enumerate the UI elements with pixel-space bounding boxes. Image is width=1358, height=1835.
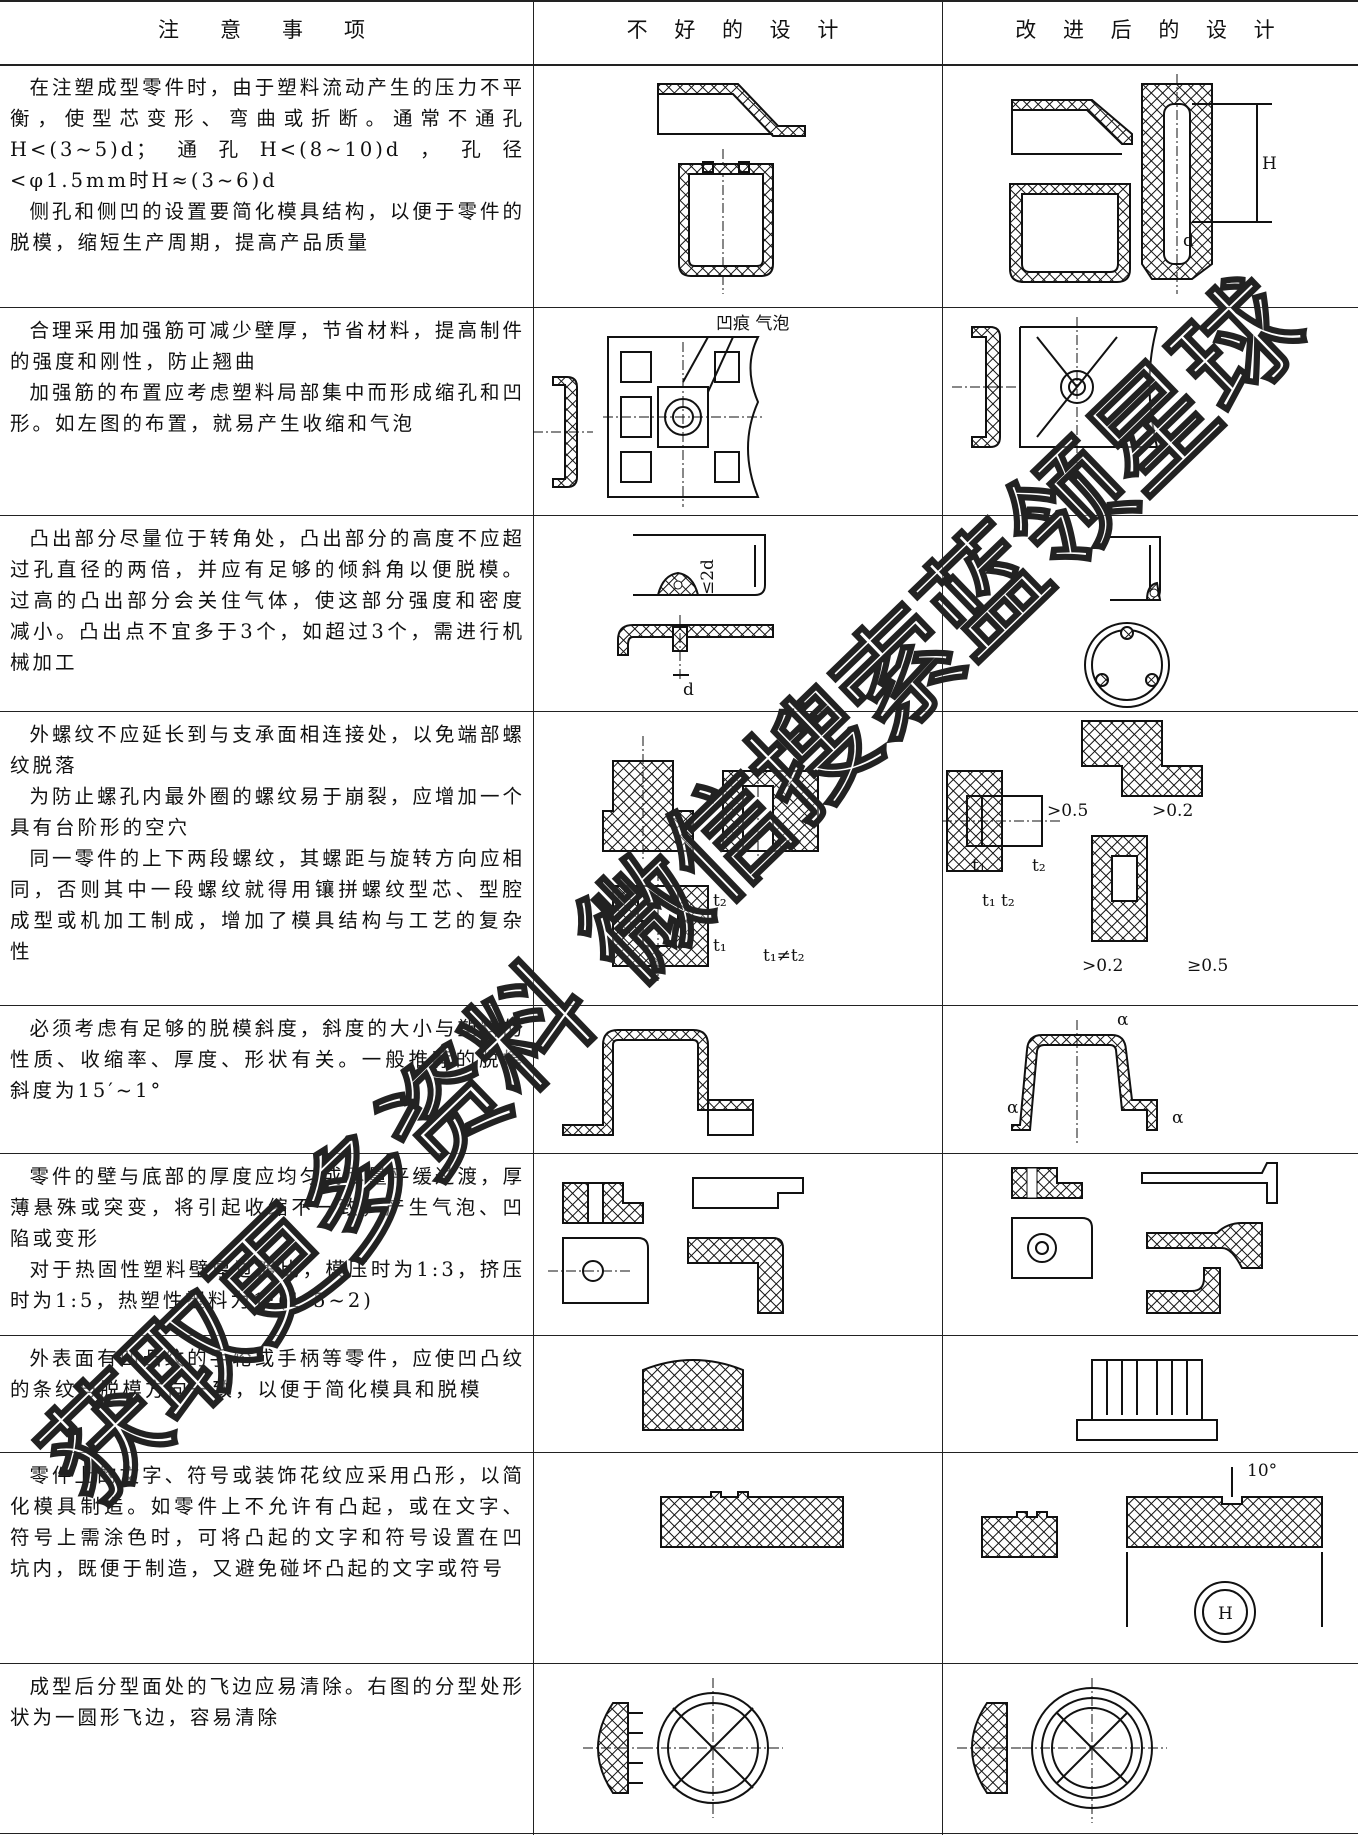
angle-label: α — [1172, 1108, 1184, 1128]
callout-label: 凹痕 气泡 — [716, 314, 789, 334]
symbol-label: H — [1218, 1604, 1233, 1624]
paragraph: 对于热固性塑料壁厚过渡比，模压时为1:3，挤压时为1:5，热塑性塑料为1:(1.… — [10, 1258, 525, 1312]
paragraph: 加强筋的布置应考虑塑料局部集中而形成缩孔和凹形。如左图的布置，就易产生收缩和气泡 — [10, 381, 525, 435]
row-rule — [0, 1005, 1358, 1006]
diagram: t₂ t₁ t₁≠t₂ — [602, 736, 819, 981]
row-rule — [0, 711, 1358, 712]
paragraph: 外螺纹不应延长到与支承面相连接处，以免端部螺纹脱落 — [10, 723, 525, 777]
row-rule — [0, 64, 1358, 66]
row-rule — [0, 307, 1358, 308]
diagram — [1076, 1359, 1218, 1441]
row-rule — [0, 1335, 1358, 1336]
row-rule — [0, 1153, 1358, 1154]
row-rule — [0, 1833, 1358, 1834]
notes-cell: 在注塑成型零件时，由于塑料流动产生的压力不平衡，使型芯变形、弯曲或折断。通常不通… — [0, 64, 533, 307]
paragraph: 凸出部分尽量位于转角处，凸出部分的高度不应超过孔直径的两倍，并应有足够的倾斜角以… — [10, 527, 525, 674]
angle-label: 10° — [1247, 1461, 1277, 1481]
diagram — [957, 1678, 1167, 1823]
diagram — [548, 1177, 804, 1314]
notes-cell: 合理采用加强筋可减少壁厚，节省材料，提高制件的强度和刚性，防止翘曲 加强筋的布置应… — [0, 307, 533, 515]
diagram: α α α — [1007, 1010, 1184, 1145]
dimension-label: t₁≠t₂ — [763, 946, 805, 966]
paragraph: 必须考虑有足够的脱模斜度，斜度的大小与塑料的性质、收缩率、厚度、形状有关。一般推… — [10, 1017, 525, 1102]
dimension-label: t₁ — [972, 856, 986, 876]
paragraph: 在注塑成型零件时，由于塑料流动产生的压力不平衡，使型芯变形、弯曲或折断。通常不通… — [10, 76, 525, 192]
paragraph: 为防止螺孔内最外圈的螺纹易于崩裂，应增加一个具有台阶形的空穴 — [10, 785, 525, 839]
paragraph: 成型后分型面处的飞边应易清除。右图的分型处形状为一圆形飞边，容易清除 — [10, 1675, 525, 1729]
dimension-label: H — [1262, 154, 1277, 174]
notes-cell: 零件的壁与底部的厚度应均匀或尽量平缓过渡，厚薄悬殊或突变，将引起收缩不一致，产生… — [0, 1153, 533, 1335]
paragraph: 零件的壁与底部的厚度应均匀或尽量平缓过渡，厚薄悬殊或突变，将引起收缩不一致，产生… — [10, 1165, 525, 1250]
dimension-label: >0.2 — [1152, 801, 1193, 821]
notes-cell: 成型后分型面处的飞边应易清除。右图的分型处形状为一圆形飞边，容易清除 — [0, 1663, 533, 1835]
diagram — [642, 1359, 744, 1431]
column-rule — [942, 0, 943, 1835]
dimension-label: t₁ — [713, 936, 727, 956]
header-cell: 不 好 的 设 计 — [626, 18, 849, 42]
dimension-label: d — [683, 680, 694, 700]
header-cell: 改 进 后 的 设 计 — [1015, 18, 1285, 42]
notes-cell: 零件上的文字、符号或装饰花纹应采用凸形，以简化模具制造。如零件上不允许有凸起，或… — [0, 1452, 533, 1663]
paragraph: 合理采用加强筋可减少壁厚，节省材料，提高制件的强度和刚性，防止翘曲 — [10, 319, 525, 373]
dimension-label: d — [1183, 231, 1194, 251]
dimension-label: t₁ t₂ — [982, 891, 1015, 911]
notes-cell: 必须考虑有足够的脱模斜度，斜度的大小与塑料的性质、收缩率、厚度、形状有关。一般推… — [0, 1005, 533, 1153]
diagram: >0.5 >0.2 t₁ t₂ t₁ t₂ >0.2 ≥0.5 — [942, 720, 1228, 976]
diagram — [1011, 1162, 1278, 1314]
dimension-label: ≤2d — [698, 559, 718, 595]
row-rule — [0, 515, 1358, 516]
diagram: 10° H — [981, 1461, 1323, 1643]
diagram — [660, 1491, 844, 1548]
diagram — [952, 317, 1158, 467]
angle-label: α — [1117, 1010, 1129, 1030]
notes-cell: 凸出部分尽量位于转角处，凸出部分的高度不应超过孔直径的两倍，并应有足够的倾斜角以… — [0, 515, 533, 711]
diagram: H d — [1009, 74, 1277, 294]
row-rule — [0, 1663, 1358, 1664]
notes-cell: 外表面有凹凸纹的手轮或手柄等零件，应使凹凸纹的条纹与脱模方向一致，以便于简化模具… — [0, 1335, 533, 1452]
diagram — [583, 1678, 783, 1818]
paragraph: 零件上的文字、符号或装饰花纹应采用凸形，以简化模具制造。如零件上不允许有凸起，或… — [10, 1464, 525, 1580]
row-rule — [0, 0, 1358, 2]
notes-cell: 外螺纹不应延长到与支承面相连接处，以免端部螺纹脱落 为防止螺孔内最外圈的螺纹易于崩… — [0, 711, 533, 1005]
diagram — [657, 83, 806, 294]
paragraph: 外表面有凹凸纹的手轮或手柄等零件，应使凹凸纹的条纹与脱模方向一致，以便于简化模具… — [10, 1347, 525, 1401]
dimension-label: t₂ — [713, 891, 727, 911]
dimension-label: t₂ — [1032, 856, 1046, 876]
diagram — [562, 1029, 754, 1136]
paragraph: 同一零件的上下两段螺纹，其螺距与旋转方向应相同，否则其中一段螺纹就得用镶拼螺纹型… — [10, 847, 525, 963]
row-rule — [0, 1452, 1358, 1453]
paragraph: 侧孔和侧凹的设置要简化模具结构，以便于零件的脱模，缩短生产周期，提高产品质量 — [10, 200, 525, 254]
column-rule — [533, 0, 534, 1835]
diagram: 凹痕 气泡 — [533, 314, 789, 507]
dimension-label: >0.2 — [1082, 956, 1123, 976]
dimension-label: >0.5 — [1047, 801, 1088, 821]
header-cell: 注 意 事 项 — [158, 18, 375, 42]
diagram: d ≤2d — [617, 534, 774, 700]
angle-label: α — [1007, 1098, 1019, 1118]
dimension-label: ≥0.5 — [1187, 956, 1228, 976]
diagram — [1084, 536, 1170, 708]
